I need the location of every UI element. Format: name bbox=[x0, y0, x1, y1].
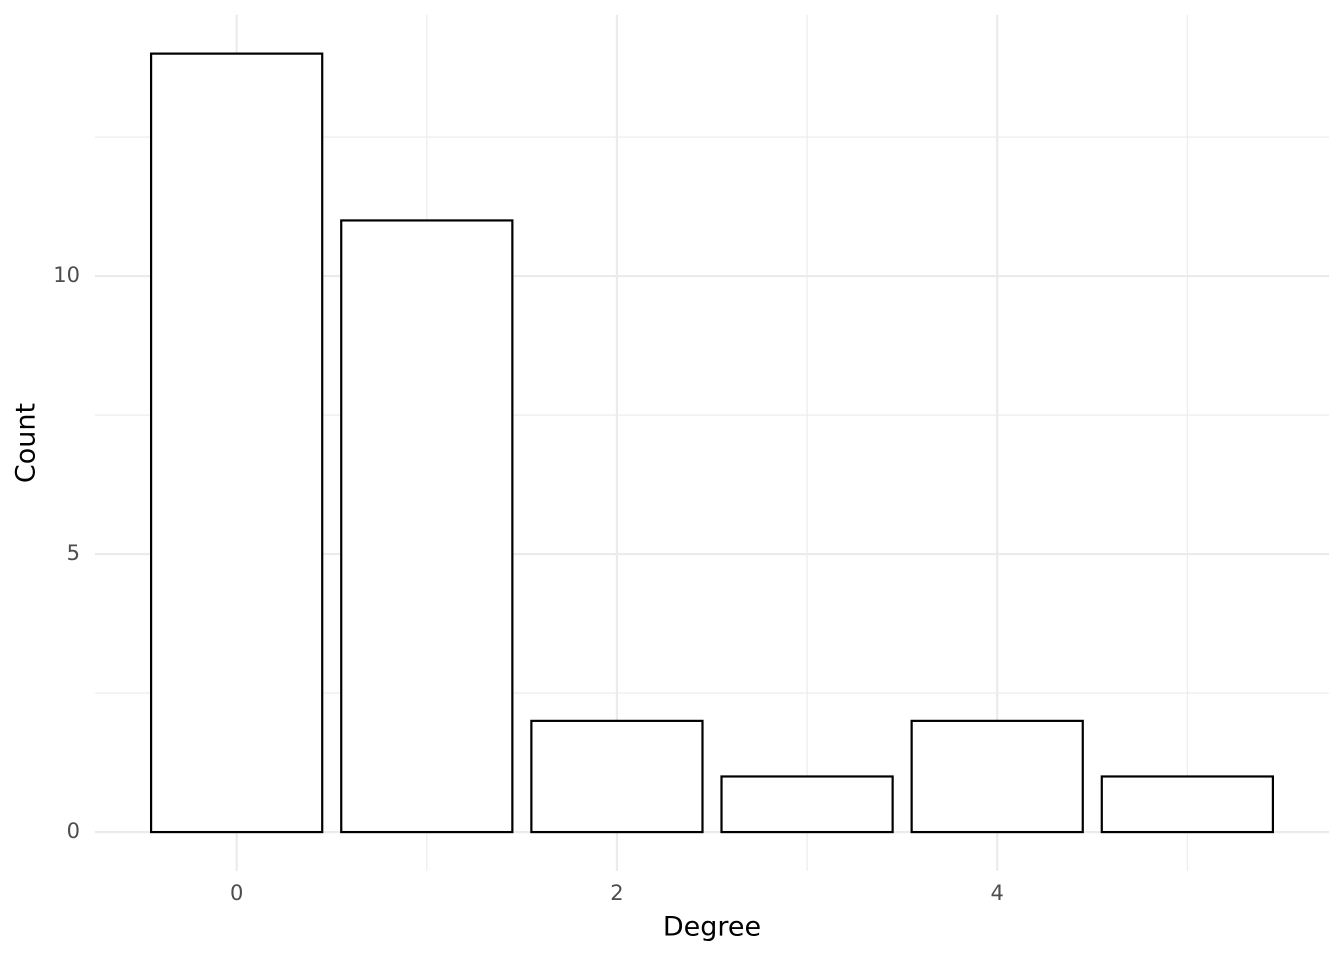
y-tick-label: 0 bbox=[67, 819, 80, 843]
y-tick-label: 10 bbox=[53, 263, 80, 287]
x-tick-label: 2 bbox=[610, 881, 623, 905]
y-tick-label: 5 bbox=[67, 541, 80, 565]
bar bbox=[720, 775, 894, 834]
bar bbox=[910, 719, 1084, 834]
bar bbox=[1100, 775, 1275, 834]
x-tick-label: 0 bbox=[230, 881, 243, 905]
y-axis-title: Count bbox=[11, 403, 42, 483]
x-tick-label: 4 bbox=[991, 881, 1004, 905]
bar bbox=[340, 219, 514, 834]
x-axis-title: Degree bbox=[663, 912, 761, 943]
bar bbox=[530, 719, 704, 834]
bar bbox=[149, 52, 324, 834]
